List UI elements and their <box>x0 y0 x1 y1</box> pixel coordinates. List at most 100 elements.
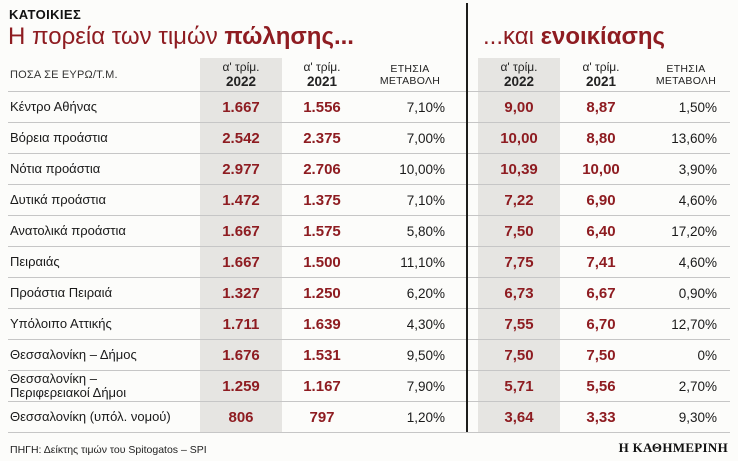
sale-annual-change-value: 7,00% <box>362 123 458 154</box>
row-gap <box>458 123 478 154</box>
sale-2022-value: 1.667 <box>200 216 282 247</box>
rent-2021-value: 7,50 <box>560 340 642 371</box>
rent-title-bold: ενοικίασης <box>540 23 666 50</box>
row-gap <box>458 154 478 185</box>
kicker: ΚΑΤΟΙΚΙΕΣ <box>9 7 82 22</box>
sale-annual-change-value: 6,20% <box>362 278 458 309</box>
rent-annual-change-value: 1,50% <box>642 92 730 123</box>
sale-annual-change-value: 7,90% <box>362 371 458 402</box>
sale-2022-value: 1.711 <box>200 309 282 340</box>
rent-col-header-change: ΕΤΗΣΙΑ ΜΕΤΑΒΟΛΗ <box>642 58 730 92</box>
rent-2022-value: 10,39 <box>478 154 560 185</box>
sale-col-header-2021-line2: 2021 <box>306 73 338 89</box>
rent-annual-change-value: 0% <box>642 340 730 371</box>
sale-2021-value: 797 <box>282 402 362 433</box>
sale-annual-change-value: 10,00% <box>362 154 458 185</box>
sale-2021-value: 1.250 <box>282 278 362 309</box>
sale-col-header-2021-line1: α' τρίμ. <box>303 59 341 74</box>
rent-2022-value: 7,50 <box>478 216 560 247</box>
rent-2021-value: 8,87 <box>560 92 642 123</box>
sale-annual-change-value: 5,80% <box>362 216 458 247</box>
row-gap <box>458 309 478 340</box>
sale-2022-value: 1.327 <box>200 278 282 309</box>
sale-2022-value: 2.542 <box>200 123 282 154</box>
region-label: Θεσσαλονίκη – Περιφερειακοί Δήμοι <box>8 371 200 402</box>
rent-annual-change-value: 2,70% <box>642 371 730 402</box>
region-label: Υπόλοιπο Αττικής <box>8 309 200 340</box>
sale-2021-value: 1.556 <box>282 92 362 123</box>
row-gap <box>458 278 478 309</box>
row-gap <box>458 371 478 402</box>
sale-col-header-2021: α' τρίμ. 2021 <box>282 58 362 92</box>
rent-annual-change-value: 4,60% <box>642 247 730 278</box>
sale-title: Η πορεία των τιμών πώλησης... <box>8 23 468 51</box>
sale-annual-change-value: 4,30% <box>362 309 458 340</box>
row-gap <box>458 402 478 433</box>
sale-col-header-2022-line1: α' τρίμ. <box>222 59 260 74</box>
sale-annual-change-value: 11,10% <box>362 247 458 278</box>
rent-2021-value: 6,90 <box>560 185 642 216</box>
sale-col-header-change-line2: ΜΕΤΑΒΟΛΗ <box>379 74 441 87</box>
rent-2022-value: 7,55 <box>478 309 560 340</box>
sale-title-regular: Η πορεία των τιμών <box>8 23 225 50</box>
region-label: Δυτικά προάστια <box>8 185 200 216</box>
region-label: Προάστια Πειραιά <box>8 278 200 309</box>
sale-2022-value: 806 <box>200 402 282 433</box>
amounts-unit-label: ΠΟΣΑ ΣΕ ΕΥΡΩ/Τ.Μ. <box>8 58 200 92</box>
sale-2021-value: 1.500 <box>282 247 362 278</box>
sale-2021-value: 1.639 <box>282 309 362 340</box>
sale-2022-value: 1.676 <box>200 340 282 371</box>
rent-title-regular: ...και <box>483 23 541 50</box>
rent-2021-value: 6,67 <box>560 278 642 309</box>
sale-annual-change-value: 7,10% <box>362 92 458 123</box>
sale-2021-value: 2.375 <box>282 123 362 154</box>
rent-annual-change-value: 0,90% <box>642 278 730 309</box>
sale-annual-change-value: 1,20% <box>362 402 458 433</box>
row-gap <box>458 216 478 247</box>
rent-col-header-2022-line1: α' τρίμ. <box>500 59 538 74</box>
rent-col-header-2022: α' τρίμ. 2022 <box>478 58 560 92</box>
region-label: Κέντρο Αθήνας <box>8 92 200 123</box>
sale-2022-value: 1.667 <box>200 247 282 278</box>
rent-col-header-change-line1: ΕΤΗΣΙΑ <box>666 62 706 75</box>
rent-col-header-2021-line1: α' τρίμ. <box>582 59 620 74</box>
rent-2021-value: 10,00 <box>560 154 642 185</box>
sale-2021-value: 1.167 <box>282 371 362 402</box>
rent-2022-value: 3,64 <box>478 402 560 433</box>
rent-2021-value: 6,70 <box>560 309 642 340</box>
rent-title: ...και ενοικίασης <box>468 23 665 51</box>
sale-col-header-change-line1: ΕΤΗΣΙΑ <box>390 62 430 75</box>
sale-col-header-2022: α' τρίμ. 2022 <box>200 58 282 92</box>
rent-2022-value: 7,22 <box>478 185 560 216</box>
row-gap <box>458 340 478 371</box>
rent-2021-value: 3,33 <box>560 402 642 433</box>
rent-col-header-2022-line2: 2022 <box>503 73 535 89</box>
sale-2021-value: 2.706 <box>282 154 362 185</box>
rent-2022-value: 7,75 <box>478 247 560 278</box>
rent-2022-value: 10,00 <box>478 123 560 154</box>
sale-2022-value: 1.667 <box>200 92 282 123</box>
row-gap <box>458 247 478 278</box>
section-divider <box>466 3 468 432</box>
region-label: Θεσσαλονίκη – Δήμος <box>8 340 200 371</box>
title-row: Η πορεία των τιμών πώλησης... ...και ενο… <box>8 23 730 58</box>
sale-col-header-2022-line2: 2022 <box>225 73 257 89</box>
rent-2022-value: 7,50 <box>478 340 560 371</box>
footer: ΠΗΓΗ: Δείκτης τιμών του Spitogatos – SPI… <box>8 440 730 456</box>
sale-col-header-change: ΕΤΗΣΙΑ ΜΕΤΑΒΟΛΗ <box>362 58 458 92</box>
rent-2022-value: 5,71 <box>478 371 560 402</box>
rent-2021-value: 6,40 <box>560 216 642 247</box>
sale-annual-change-value: 7,10% <box>362 185 458 216</box>
rent-2022-value: 9,00 <box>478 92 560 123</box>
rent-annual-change-value: 12,70% <box>642 309 730 340</box>
rent-col-header-change-line2: ΜΕΤΑΒΟΛΗ <box>655 74 717 87</box>
rent-2022-value: 6,73 <box>478 278 560 309</box>
header-gap <box>458 58 478 92</box>
rent-annual-change-value: 9,30% <box>642 402 730 433</box>
region-label: Ανατολικά προάστια <box>8 216 200 247</box>
sale-2021-value: 1.575 <box>282 216 362 247</box>
sale-2022-value: 1.259 <box>200 371 282 402</box>
rent-2021-value: 8,80 <box>560 123 642 154</box>
sale-annual-change-value: 9,50% <box>362 340 458 371</box>
